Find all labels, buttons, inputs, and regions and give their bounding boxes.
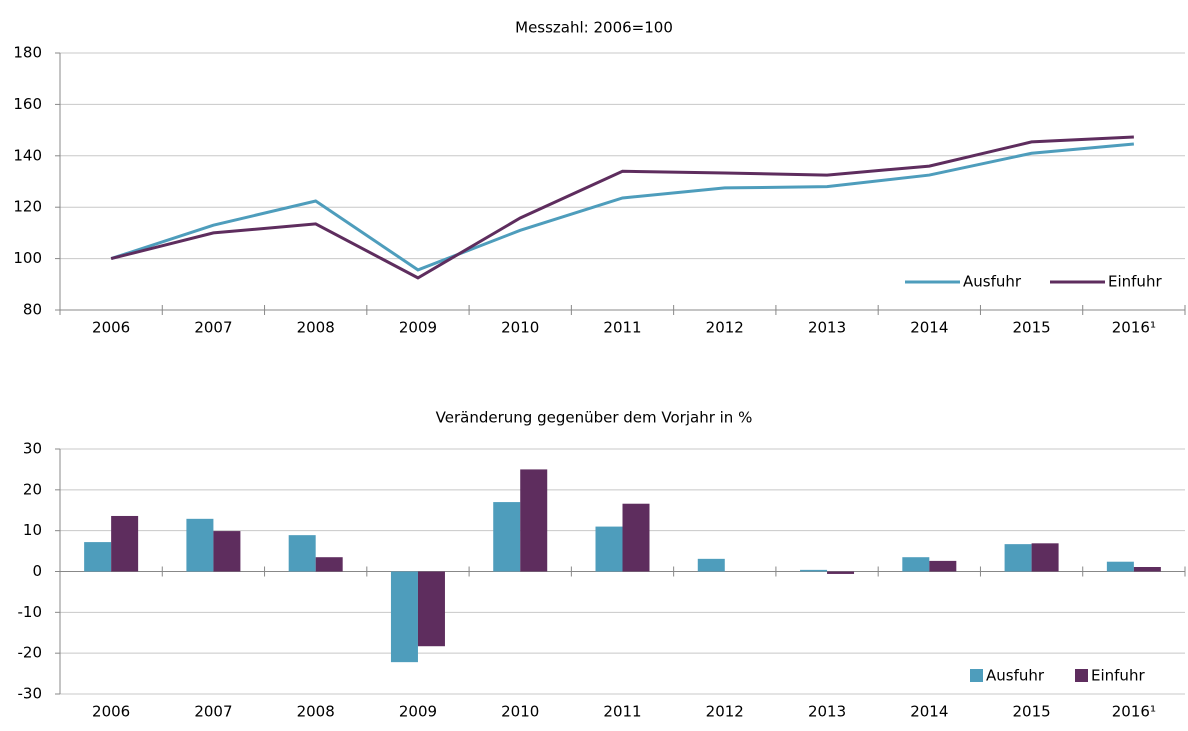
legend-label: Einfuhr — [1091, 667, 1145, 685]
x-tick-label: 2015 — [1012, 319, 1050, 337]
legend-swatch — [970, 669, 983, 682]
line — [110, 135, 1134, 280]
bar — [520, 469, 548, 572]
x-tick-label: 2009 — [399, 703, 437, 721]
x-tick-label: 2012 — [706, 703, 744, 721]
y-tick-label: 160 — [13, 95, 42, 113]
y-tick-label: 180 — [13, 44, 42, 62]
bar — [595, 526, 623, 572]
y-tick-label: 120 — [13, 198, 42, 216]
x-tick-label: 2010 — [501, 703, 539, 721]
bar — [800, 569, 828, 572]
bar — [493, 502, 521, 572]
y-tick-label: 10 — [23, 521, 42, 539]
y-tick-label: 30 — [23, 440, 42, 458]
x-tick-label: 2011 — [603, 703, 641, 721]
bar — [390, 571, 418, 663]
x-tick-label: 2015 — [1012, 703, 1050, 721]
bar — [111, 515, 139, 572]
y-tick-label: 100 — [13, 249, 42, 267]
legend-label: Ausfuhr — [963, 273, 1022, 291]
bar — [1106, 561, 1134, 572]
bar — [417, 571, 445, 647]
bar — [929, 560, 957, 572]
x-tick-label: 2014 — [910, 319, 948, 337]
chart-title: Veränderung gegenüber dem Vorjahr in % — [436, 409, 753, 427]
legend-label: Ausfuhr — [986, 667, 1045, 685]
x-tick-label: 2012 — [706, 319, 744, 337]
legend-swatch — [1075, 669, 1088, 682]
y-tick-label: 80 — [23, 301, 42, 319]
bar — [827, 571, 855, 574]
x-tick-label: 2006 — [92, 703, 130, 721]
x-tick-label: 2009 — [399, 319, 437, 337]
bar — [697, 558, 725, 572]
bar — [1133, 567, 1161, 572]
y-tick-label: -30 — [18, 685, 43, 703]
bar — [84, 542, 112, 572]
y-tick-label: -20 — [18, 644, 43, 662]
x-tick-label: 2006 — [92, 319, 130, 337]
legend-label: Einfuhr — [1108, 273, 1162, 291]
y-tick-label: 140 — [13, 146, 42, 164]
x-tick-label: 2013 — [808, 319, 846, 337]
x-tick-label: 2016¹ — [1112, 703, 1156, 721]
x-tick-label: 2007 — [194, 319, 232, 337]
bar — [315, 557, 343, 572]
bar — [622, 503, 650, 572]
x-tick-label: 2010 — [501, 319, 539, 337]
bar — [288, 535, 316, 572]
bar — [1004, 544, 1032, 572]
y-tick-label: 20 — [23, 480, 42, 498]
x-tick-label: 2014 — [910, 703, 948, 721]
x-tick-label: 2008 — [297, 319, 335, 337]
bar — [1031, 543, 1059, 572]
x-tick-label: 2013 — [808, 703, 846, 721]
bar — [902, 557, 930, 572]
bar — [186, 518, 214, 572]
chart-title: Messzahl: 2006=100 — [515, 19, 673, 37]
bar — [213, 531, 241, 572]
line — [110, 142, 1134, 272]
x-tick-label: 2016¹ — [1112, 319, 1156, 337]
y-tick-label: -10 — [18, 603, 43, 621]
x-tick-label: 2007 — [194, 703, 232, 721]
x-tick-label: 2011 — [603, 319, 641, 337]
x-tick-label: 2008 — [297, 703, 335, 721]
y-tick-label: 0 — [32, 562, 42, 580]
